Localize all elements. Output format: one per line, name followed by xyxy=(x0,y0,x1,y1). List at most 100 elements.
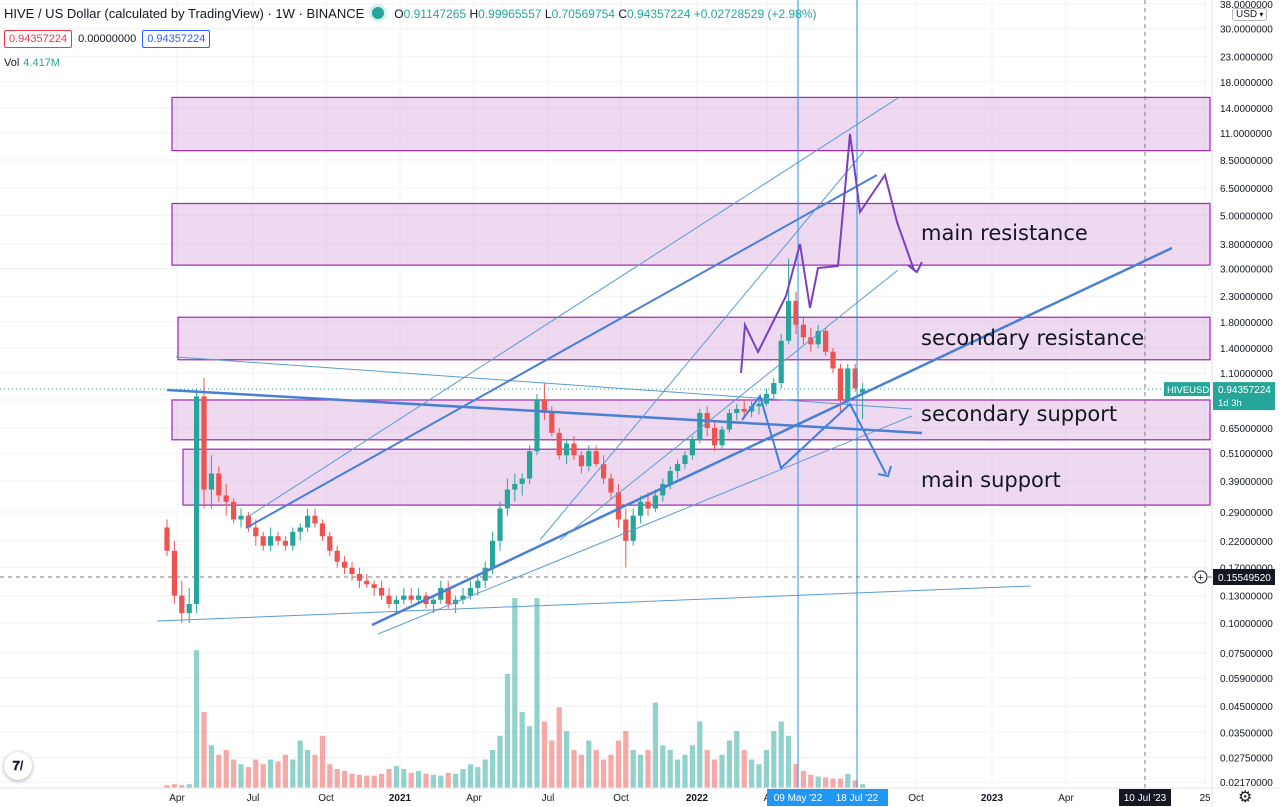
candle-body xyxy=(571,443,577,456)
price-axis-label: 0.29000000 xyxy=(1220,508,1273,519)
candle-body xyxy=(164,527,170,551)
candle-body xyxy=(245,515,251,528)
volume-bar xyxy=(475,767,481,788)
candle-body xyxy=(719,429,725,446)
last-price-label: 0.94357224 xyxy=(1218,385,1271,396)
candle-body xyxy=(823,330,829,352)
uptrend-channel-lower xyxy=(377,415,913,635)
volume-bar xyxy=(275,761,281,788)
candle-body xyxy=(682,455,688,464)
zone-label: main support xyxy=(921,468,1061,492)
volume-bar xyxy=(386,769,392,788)
currency-selector[interactable]: USD xyxy=(1232,8,1268,21)
candle-body xyxy=(327,536,333,551)
candle-body xyxy=(416,595,422,600)
candle-body xyxy=(179,595,185,614)
candle-body xyxy=(556,432,562,456)
settings-gear-icon[interactable]: ⚙ xyxy=(1238,789,1253,806)
candle-body xyxy=(712,427,718,446)
candle-body xyxy=(216,473,222,496)
volume-bar xyxy=(704,750,710,788)
tradingview-logo-icon[interactable]: 𝟕/ xyxy=(4,752,32,780)
sell-price-button[interactable]: 0.94357224 xyxy=(4,30,73,48)
fan-line-shallow xyxy=(559,269,899,541)
volume-bar xyxy=(689,745,695,788)
volume-bar xyxy=(608,754,614,788)
candle-body xyxy=(282,540,288,546)
candle-body xyxy=(297,527,303,532)
volume-bar xyxy=(712,759,718,788)
volume-bar xyxy=(253,759,259,788)
volume-bar xyxy=(179,785,185,788)
volume-bar xyxy=(282,754,288,788)
volume-legend[interactable]: Vol 4.417M xyxy=(4,57,60,69)
price-axis-label: 30.0000000 xyxy=(1220,25,1273,36)
price-axis-label: 0.04500000 xyxy=(1220,702,1273,713)
candle-body xyxy=(334,550,340,562)
crosshair-date-tag-bg xyxy=(1119,789,1171,806)
price-axis-label: 0.22000000 xyxy=(1220,537,1273,548)
crosshair-price-label: 0.15549520 xyxy=(1218,573,1271,584)
candle-body xyxy=(238,515,244,520)
candle-body xyxy=(305,515,311,528)
candle-body xyxy=(645,501,651,509)
volume-bar xyxy=(371,775,377,788)
candle-body xyxy=(260,536,266,546)
candle-body xyxy=(771,383,777,395)
volume-bar xyxy=(571,750,577,788)
volume-bar xyxy=(208,745,214,788)
volume-bar xyxy=(512,598,518,788)
symbol-title[interactable]: HIVE / US Dollar (calculated by TradingV… xyxy=(4,6,365,21)
candle-body xyxy=(201,396,207,490)
candle-body xyxy=(482,567,488,581)
bullish-projection-path xyxy=(740,133,917,374)
volume-bar xyxy=(527,726,533,788)
volume-bar xyxy=(519,712,525,788)
volume-bar xyxy=(771,731,777,788)
date-marker-tag-bg xyxy=(826,789,888,806)
top-zone xyxy=(171,96,1211,152)
main-resistance-zone xyxy=(171,202,1211,266)
main-support-zone xyxy=(182,448,1211,506)
volume-bar xyxy=(408,772,414,788)
volume-bar xyxy=(268,759,274,788)
candle-body xyxy=(445,587,451,604)
volume-bar xyxy=(245,767,251,788)
candle-body xyxy=(386,595,392,604)
volume-bar xyxy=(497,735,503,788)
volume-bar xyxy=(453,773,459,788)
volume-bar xyxy=(482,759,488,788)
candle-body xyxy=(393,599,399,604)
candle-body xyxy=(800,324,806,338)
bearish-projection-path xyxy=(741,393,887,475)
volume-bar xyxy=(297,740,303,788)
add-alert-icon xyxy=(1194,570,1208,584)
price-axis-label: 3.00000000 xyxy=(1220,265,1273,276)
candle-body xyxy=(504,489,510,509)
volume-bar xyxy=(623,731,629,788)
buy-price-button[interactable]: 0.94357224 xyxy=(142,30,211,48)
volume-bar xyxy=(312,754,318,788)
ohlc-open: 0.91147265 xyxy=(403,7,467,21)
quote-row: 0.94357224 0.00000000 0.94357224 xyxy=(4,30,211,48)
candle-body xyxy=(675,463,681,471)
candle-body xyxy=(652,495,658,509)
candle-body xyxy=(793,300,799,325)
price-axis-label: 0.02170000 xyxy=(1220,778,1273,789)
volume-bar xyxy=(423,773,429,788)
volume-bar xyxy=(823,777,829,788)
volume-bar xyxy=(808,774,814,788)
candle-body xyxy=(586,451,592,467)
volume-bar xyxy=(416,770,422,788)
volume-bar xyxy=(430,774,436,788)
price-axis-label: 11.0000000 xyxy=(1220,129,1273,140)
volume-bar xyxy=(401,769,407,788)
volume-value: 4.417M xyxy=(23,57,60,69)
candle-body xyxy=(578,455,584,467)
volume-bar xyxy=(726,740,732,788)
market-status-dot xyxy=(372,7,385,19)
candle-body xyxy=(430,599,436,604)
price-axis-label: 23.0000000 xyxy=(1220,52,1273,63)
candle-body xyxy=(837,368,843,400)
